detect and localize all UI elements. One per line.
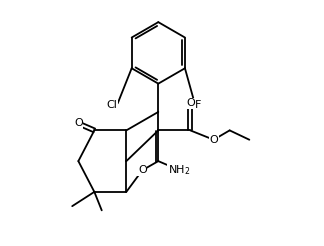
Text: O: O — [209, 135, 218, 145]
Text: O: O — [186, 98, 195, 108]
Text: O: O — [74, 119, 83, 128]
Text: O: O — [138, 165, 147, 175]
Text: NH$_2$: NH$_2$ — [168, 163, 191, 177]
Text: Cl: Cl — [106, 100, 117, 109]
Text: F: F — [194, 100, 201, 109]
